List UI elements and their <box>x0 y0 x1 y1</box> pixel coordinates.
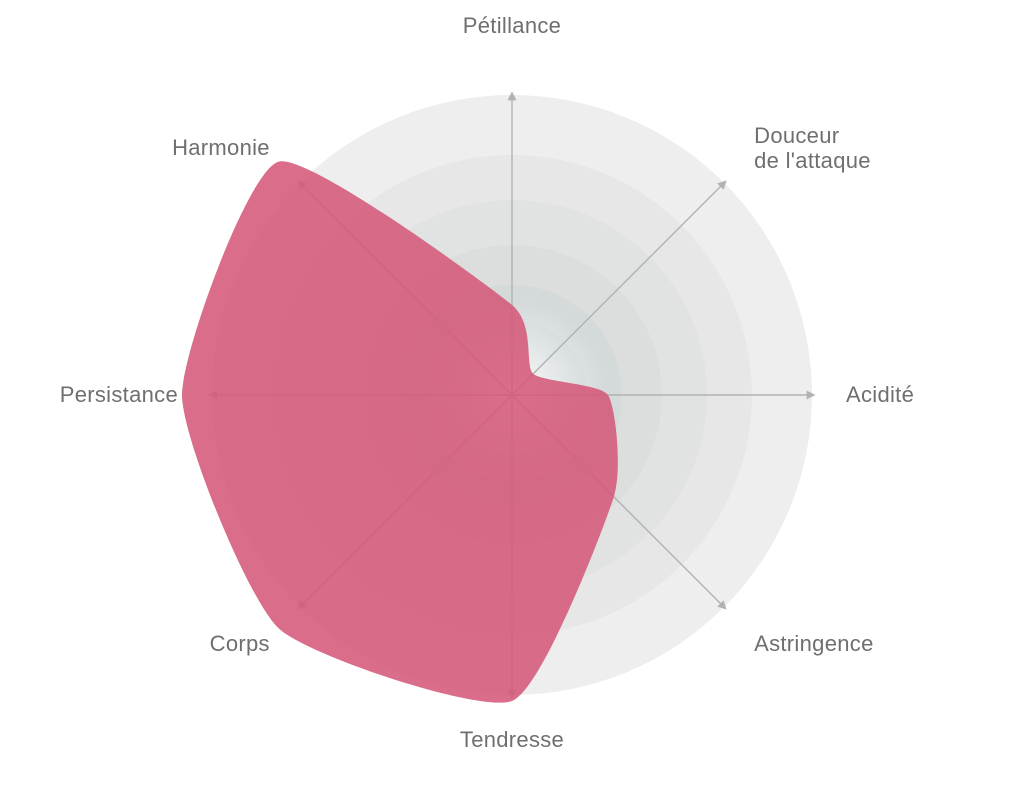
axis-label-acidite: Acidité <box>846 382 914 407</box>
axis-label-tendresse: Tendresse <box>460 727 564 752</box>
axis-label-corps: Corps <box>210 631 270 656</box>
axis-label-astringence: Astringence <box>754 631 873 656</box>
axis-label-petillance: Pétillance <box>463 13 561 38</box>
axis-label-persistance: Persistance <box>60 382 178 407</box>
axis-label-douceur: Douceurde l'attaque <box>754 123 871 173</box>
axis-label-harmonie: Harmonie <box>172 135 270 160</box>
radar-chart: Pétillance Douceurde l'attaque Acidité Astr… <box>0 0 1024 789</box>
